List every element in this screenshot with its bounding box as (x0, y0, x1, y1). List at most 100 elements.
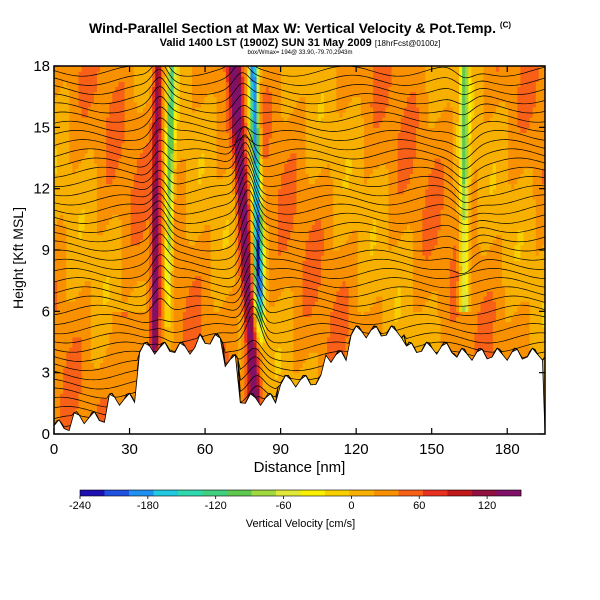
field-cell (262, 101, 267, 108)
field-cell (155, 244, 159, 251)
field-cell (124, 214, 129, 220)
field-cell (158, 86, 163, 93)
field-cell (84, 270, 89, 277)
field-cell (63, 301, 67, 307)
field-cell (198, 152, 202, 159)
field-cell (130, 209, 135, 215)
field-cell (231, 301, 236, 307)
field-cell (256, 132, 261, 139)
field-cell (213, 311, 218, 318)
field-cell (75, 122, 80, 128)
field-cell (146, 214, 150, 220)
field-cell (139, 183, 144, 190)
field-cell (179, 86, 184, 93)
field-cell (90, 239, 95, 246)
field-cell (195, 275, 199, 282)
field-cell (216, 91, 221, 98)
field-cell (75, 214, 80, 220)
field-cell (167, 81, 172, 88)
field-cell (262, 112, 267, 118)
field-cell (87, 306, 92, 312)
field-cell (75, 398, 80, 404)
field-cell (155, 280, 159, 287)
field-cell (136, 336, 141, 343)
field-cell (130, 112, 135, 118)
field-cell (93, 311, 98, 318)
field-cell (253, 214, 258, 220)
field-cell (213, 280, 218, 287)
field-cell (90, 101, 95, 108)
field-cell (149, 321, 153, 328)
field-cell (235, 198, 239, 205)
field-cell (155, 142, 159, 149)
field-cell (127, 76, 132, 82)
field-cell (112, 183, 116, 190)
field-cell (259, 270, 264, 277)
field-cell (87, 198, 92, 205)
field-cell (167, 66, 172, 72)
field-cell (146, 270, 150, 277)
field-cell (155, 66, 159, 72)
field-cell (93, 86, 98, 93)
field-cell (170, 91, 175, 98)
field-cell (250, 280, 255, 287)
field-cell (210, 112, 215, 118)
field-cell (87, 214, 92, 220)
field-cell (244, 244, 248, 251)
field-cell (155, 229, 159, 236)
field-cell (133, 91, 138, 98)
field-cell (130, 342, 135, 348)
field-cell (189, 147, 193, 154)
field-cell (136, 306, 141, 312)
field-cell (247, 163, 251, 169)
field-cell (244, 86, 248, 93)
field-cell (72, 301, 77, 307)
field-cell (54, 91, 58, 98)
field-cell (225, 112, 230, 118)
field-cell (90, 214, 95, 220)
field-cell (259, 234, 264, 241)
field-cell (78, 76, 83, 82)
field-cell (256, 393, 261, 399)
field-cell (170, 311, 175, 318)
field-cell (158, 342, 163, 348)
field-cell (195, 183, 199, 190)
field-cell (93, 193, 98, 200)
field-cell (219, 188, 224, 195)
field-cell (207, 112, 212, 118)
field-cell (241, 178, 245, 185)
field-cell (216, 86, 221, 93)
field-cell (164, 132, 169, 139)
field-cell (152, 158, 156, 164)
field-cell (210, 66, 215, 72)
field-cell (121, 311, 126, 318)
field-cell (253, 142, 258, 149)
field-cell (216, 183, 221, 190)
field-cell (124, 158, 129, 164)
field-cell (213, 178, 218, 185)
field-cell (139, 244, 144, 251)
field-cell (124, 122, 129, 128)
field-cell (115, 352, 120, 358)
field-cell (216, 296, 221, 302)
field-cell (72, 398, 77, 404)
field-cell (124, 81, 129, 88)
field-cell (259, 352, 264, 358)
field-cell (155, 173, 159, 180)
field-cell (133, 296, 138, 302)
field-cell (179, 168, 184, 174)
field-cell (100, 388, 104, 394)
field-cell (256, 290, 261, 297)
field-cell (201, 173, 205, 180)
field-cell (136, 326, 141, 333)
field-cell (96, 301, 101, 307)
field-cell (69, 255, 74, 261)
field-cell (69, 142, 74, 149)
field-cell (81, 224, 86, 231)
field-cell (115, 183, 120, 190)
field-cell (170, 122, 175, 128)
field-cell (72, 311, 77, 318)
field-cell (96, 86, 101, 93)
field-cell (247, 239, 251, 246)
field-cell (84, 234, 89, 241)
